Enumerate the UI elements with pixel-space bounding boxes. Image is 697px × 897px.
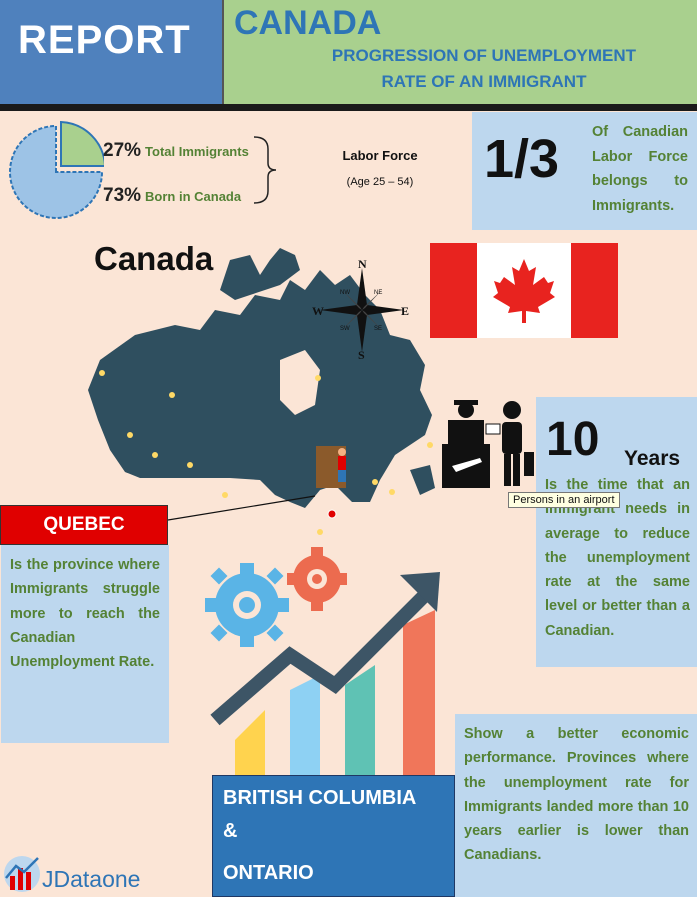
compass-n: N xyxy=(358,260,367,271)
born-pct: 73% xyxy=(103,185,142,206)
compass-s: S xyxy=(358,348,365,360)
provinces-box: BRITISH COLUMBIA & ONTARIO xyxy=(212,775,455,897)
hudson-bay-shape xyxy=(280,350,320,415)
report-label: REPORT xyxy=(18,18,191,62)
growth-arrow-line xyxy=(210,585,435,726)
subtitle-line-1: PROGRESSION OF UNEMPLOYMENT xyxy=(331,46,637,65)
growth-chart-illustration xyxy=(210,572,440,780)
blue-gear xyxy=(205,563,289,647)
labor-force-age: (Age 25 – 54) xyxy=(346,176,414,188)
map-city-dot xyxy=(317,529,323,535)
climber-head xyxy=(338,448,346,456)
map-city-dot xyxy=(187,462,193,468)
map-city-dot xyxy=(389,489,395,495)
map-city-dot xyxy=(372,479,378,485)
province-line-2: & xyxy=(223,820,238,842)
climber-body xyxy=(338,456,346,470)
immigrants-stat: 27% Total Immigrants xyxy=(103,140,249,162)
brace-icon xyxy=(253,136,277,204)
compass-rose-icon: N S W E NW NE SW SE xyxy=(312,260,409,360)
compass-w: W xyxy=(312,304,324,318)
pie-slice-born xyxy=(9,124,104,219)
quebec-label: QUEBEC xyxy=(43,514,125,535)
map-city-dot xyxy=(315,375,321,381)
header-divider xyxy=(0,104,697,111)
quebec-box: Is the province where Immigrants struggl… xyxy=(1,545,169,743)
gears-icon xyxy=(205,547,347,647)
bar-coral xyxy=(403,610,435,780)
canada-flag xyxy=(430,243,618,338)
title-header-block: CANADA PROGRESSION OF UNEMPLOYMENT RATE … xyxy=(222,0,697,104)
born-label: Born in Canada xyxy=(145,189,242,204)
labor-force-pie-chart xyxy=(9,120,104,219)
compass-ne: NE xyxy=(374,290,382,296)
one-third-text: Of Canadian Labor Force belongs to Immig… xyxy=(592,124,688,214)
born-stat: 73% Born in Canada xyxy=(103,185,241,207)
compass-nw: NW xyxy=(340,290,350,296)
immigrants-label: Total Immigrants xyxy=(145,144,249,159)
one-third-box: 1/3 Of Canadian Labor Force belongs to I… xyxy=(472,112,697,230)
newfoundland-shape xyxy=(410,465,435,495)
map-capital-dot xyxy=(327,509,337,519)
economic-text: Show a better economic performance. Prov… xyxy=(464,726,689,864)
map-city-dot xyxy=(99,370,105,376)
map-city-dot xyxy=(152,452,158,458)
jdataone-logo-icon xyxy=(4,856,40,892)
quebec-header: QUEBEC xyxy=(0,505,168,545)
quebec-text: Is the province where Immigrants struggl… xyxy=(10,557,160,671)
years-number: 10 xyxy=(546,413,600,466)
bar-teal xyxy=(345,665,375,780)
map-city-dot xyxy=(169,392,175,398)
logo-text: JDataone xyxy=(42,866,141,892)
ten-years-box xyxy=(536,397,697,667)
canada-map xyxy=(88,248,435,535)
persons-in-airport-icon xyxy=(442,400,534,488)
quebec-pointer-line xyxy=(167,495,316,521)
immigrants-pct: 27% xyxy=(103,140,142,161)
growth-arrow-head xyxy=(400,572,440,612)
economic-performance-box: Show a better economic performance. Prov… xyxy=(455,714,697,897)
map-city-dot xyxy=(222,492,228,498)
flag-right-bar xyxy=(571,243,618,338)
compass-e: E xyxy=(401,304,409,318)
pie-slice-immigrants xyxy=(60,120,104,167)
compass-se: SE xyxy=(374,326,382,332)
map-city-dot xyxy=(127,432,133,438)
years-text: Is the time that an Immigrant needs in a… xyxy=(545,477,690,639)
subtitle-line-2: RATE OF AN IMMIGRANT xyxy=(381,72,587,91)
one-third-number: 1/3 xyxy=(484,129,560,189)
province-line-3: ONTARIO xyxy=(223,862,314,884)
map-city-dot xyxy=(427,442,433,448)
compass-sw: SW xyxy=(340,326,350,332)
climber-legs xyxy=(338,470,346,482)
arctic-islands-shape xyxy=(220,248,300,300)
labor-force-title: Labor Force xyxy=(342,148,418,163)
years-label: Years xyxy=(624,447,681,470)
flag-left-bar xyxy=(430,243,477,338)
bar-yellow xyxy=(235,710,265,780)
maple-leaf-icon xyxy=(493,259,555,323)
country-title: CANADA xyxy=(234,4,382,42)
tooltip: Persons in an airport xyxy=(508,492,620,508)
bar-lightblue xyxy=(290,675,320,780)
province-line-1: BRITISH COLUMBIA xyxy=(223,787,417,809)
map-title: Canada xyxy=(94,240,214,277)
report-header-block: REPORT xyxy=(0,0,222,104)
